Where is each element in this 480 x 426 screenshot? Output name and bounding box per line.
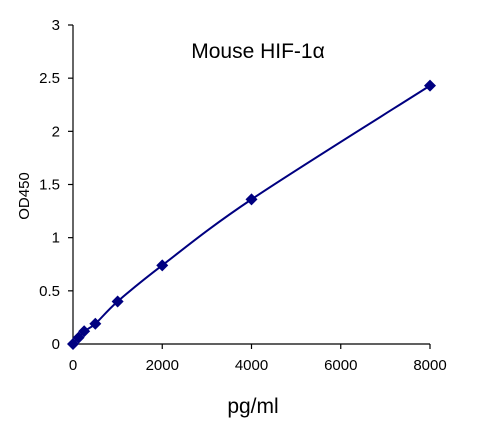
data-point-diamond <box>78 325 91 338</box>
axes <box>72 25 430 345</box>
y-axis-ticks: 0 0.5 1 1.5 2 2.5 3 <box>39 17 73 353</box>
y-tick-label: 1 <box>52 230 60 247</box>
data-point-diamond <box>245 193 258 206</box>
x-axis-ticks: 0 2000 4000 6000 8000 <box>69 344 447 374</box>
x-tick-label: 2000 <box>146 357 179 374</box>
x-tick-label: 6000 <box>324 357 357 374</box>
y-tick-label: 2 <box>52 123 60 140</box>
y-axis-label: OD450 <box>16 172 33 220</box>
data-point-diamond <box>424 79 436 92</box>
data-point-diamond <box>156 259 169 272</box>
y-tick-label: 0 <box>52 336 60 353</box>
y-tick-label: 3 <box>52 17 60 34</box>
y-tick-label: 1.5 <box>39 177 60 194</box>
x-tick-label: 0 <box>69 357 77 374</box>
data-points <box>67 79 436 350</box>
data-point-diamond <box>89 317 102 330</box>
y-tick-label: 0.5 <box>39 283 60 300</box>
y-tick-label: 2.5 <box>39 70 60 87</box>
x-tick-label: 4000 <box>235 357 268 374</box>
chart-title: Mouse HIF-1α <box>191 40 325 63</box>
data-point-diamond <box>111 295 124 308</box>
fitted-curve <box>72 84 431 345</box>
x-axis-label: pg/ml <box>227 395 278 418</box>
x-tick-label: 8000 <box>413 357 446 374</box>
